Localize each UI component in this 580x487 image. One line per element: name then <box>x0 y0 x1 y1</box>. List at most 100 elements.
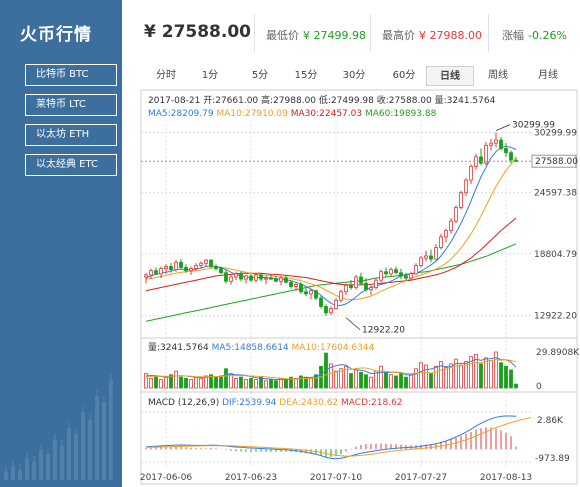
ohlc-info: 2017-08-21 开:27661.00 高:27988.00 低:27499… <box>148 94 496 119</box>
volume-bar <box>224 368 228 389</box>
volume-bar <box>509 369 513 389</box>
candle-body <box>334 299 338 310</box>
volume-tick: 29.8908K <box>536 348 580 358</box>
volume-bar <box>229 373 233 389</box>
volume-bar <box>434 365 438 389</box>
candle-body <box>484 144 488 164</box>
volume-bar <box>454 358 458 389</box>
date-tick: 2017-07-10 <box>310 473 363 483</box>
candle-body <box>439 236 443 248</box>
volume-bar <box>499 362 503 389</box>
dea-legend: DEA:2430.62 <box>279 398 338 408</box>
sidebar-tab-etc[interactable]: 以太经典 ETC <box>25 154 117 176</box>
volume-bar <box>299 375 303 389</box>
candle-body <box>459 192 463 208</box>
period-tabs: 分时 1分 5分 15分 30分 60分 日线 周线 月线 <box>122 66 580 86</box>
decor-bar <box>4 472 8 480</box>
date-x-axis: 2017-06-06 2017-06-23 2017-07-10 2017-07… <box>140 473 532 483</box>
volume-bar <box>354 369 358 389</box>
ohlc-date: 2017-08-21 <box>148 96 200 106</box>
sidebar: 火币行情 比特币 BTC 莱特币 LTC 以太坊 ETH 以太经典 ETC <box>0 0 122 487</box>
decor-bar <box>109 380 113 480</box>
period-tab-daily[interactable]: 日线 <box>426 66 474 86</box>
decor-bar <box>39 450 43 480</box>
volume-bar <box>194 376 198 389</box>
decor-bar <box>102 402 106 480</box>
macd-legend: MACD:218.62 <box>341 398 403 408</box>
svg-text:量:3241.5764 MA5:14858.6614 MA1: 量:3241.5764 MA5:14858.6614 MA10:17604.63… <box>148 342 375 353</box>
candle-body <box>149 270 153 276</box>
ma30-line <box>145 217 517 292</box>
period-tab-60min[interactable]: 60分 <box>392 70 416 81</box>
period-tab-monthly[interactable]: 月线 <box>538 70 558 81</box>
volume-bar <box>474 353 478 389</box>
candle-body <box>244 275 248 280</box>
high-price-label: 最高价 <box>382 29 415 42</box>
price-tick: 24597.38 <box>534 189 577 199</box>
volume-legend: 量:3241.5764 <box>148 342 209 353</box>
volume-bar <box>459 364 463 389</box>
candle-body <box>454 207 458 222</box>
candle-body <box>174 261 178 271</box>
ma10-legend: MA10:27910.09 <box>217 109 289 119</box>
volume-bar <box>234 377 238 389</box>
candle-body <box>509 152 513 161</box>
date-tick: 2017-08-13 <box>480 473 532 483</box>
candle-body <box>189 268 193 272</box>
sidebar-tab-eth[interactable]: 以太坊 ETH <box>25 124 117 146</box>
decor-bar <box>88 420 92 480</box>
sidebar-tab-ltc[interactable]: 莱特币 LTC <box>25 94 117 116</box>
macd-info: MACD (12,26,9) DIF:2539.94 DEA:2430.62 M… <box>148 398 570 464</box>
period-tab-5min[interactable]: 5分 <box>251 70 269 81</box>
candle-body <box>359 276 363 284</box>
decor-bar <box>67 428 71 480</box>
period-tab-15min[interactable]: 15分 <box>294 70 318 81</box>
header-divider <box>254 14 255 52</box>
volume-bar <box>239 376 243 389</box>
candle-body <box>464 179 468 194</box>
candle-body <box>324 306 328 314</box>
period-tab-1min[interactable]: 1分 <box>201 70 219 81</box>
candle-body <box>224 272 228 282</box>
candle-body <box>179 261 183 268</box>
ma5-line <box>145 145 517 306</box>
period-tab-weekly[interactable]: 周线 <box>488 70 508 81</box>
candle-body <box>419 257 423 266</box>
period-tab-30min[interactable]: 30分 <box>342 70 366 81</box>
volume-bar <box>489 359 493 389</box>
volume-bar <box>409 374 413 389</box>
decor-bar <box>11 466 15 480</box>
dif-legend: DIF:2539.94 <box>222 398 277 408</box>
period-tab-timeshare[interactable]: 分时 <box>156 70 176 81</box>
price-tick: 12922.20 <box>534 312 577 322</box>
volume-bar <box>179 376 183 389</box>
volume-bar <box>309 377 313 389</box>
volume-bar <box>369 376 373 389</box>
volume-bar <box>154 375 158 389</box>
chart-frame <box>140 89 578 485</box>
volume-bar <box>254 379 258 389</box>
price-header: ¥ 27588.00 最低价 ¥ 27499.98 最高价 ¥ 27988.00 涨… <box>122 0 580 64</box>
ohlc-high: 高:27988.00 <box>261 94 316 106</box>
change-stat: 涨幅 -0.26% <box>502 27 567 43</box>
sidebar-tab-btc[interactable]: 比特币 BTC <box>25 64 117 86</box>
volume-bar <box>149 377 153 389</box>
candle-body <box>299 283 303 293</box>
decor-bar <box>81 412 85 480</box>
candle-body <box>184 267 188 272</box>
volume-bar <box>439 361 443 389</box>
candle-body <box>424 255 428 259</box>
svg-text:MACD (12,26,9) DIF:2539.94 DEA: MACD (12,26,9) DIF:2539.94 DEA:2430.62 M… <box>148 398 403 408</box>
volume-bar <box>284 379 288 389</box>
candle-body <box>344 285 348 293</box>
candle-body <box>164 266 168 269</box>
candle-body <box>294 283 298 287</box>
volume-bar <box>209 374 213 389</box>
candle-body <box>209 259 213 267</box>
ohlc-open: 开:27661.00 <box>203 95 258 106</box>
low-annotation-label: 12922.20 <box>362 326 405 336</box>
volume-bar <box>394 375 398 389</box>
volume-bar <box>199 377 203 389</box>
decor-bar <box>25 458 29 480</box>
high-annotation-label: 30299.99 <box>512 121 555 131</box>
